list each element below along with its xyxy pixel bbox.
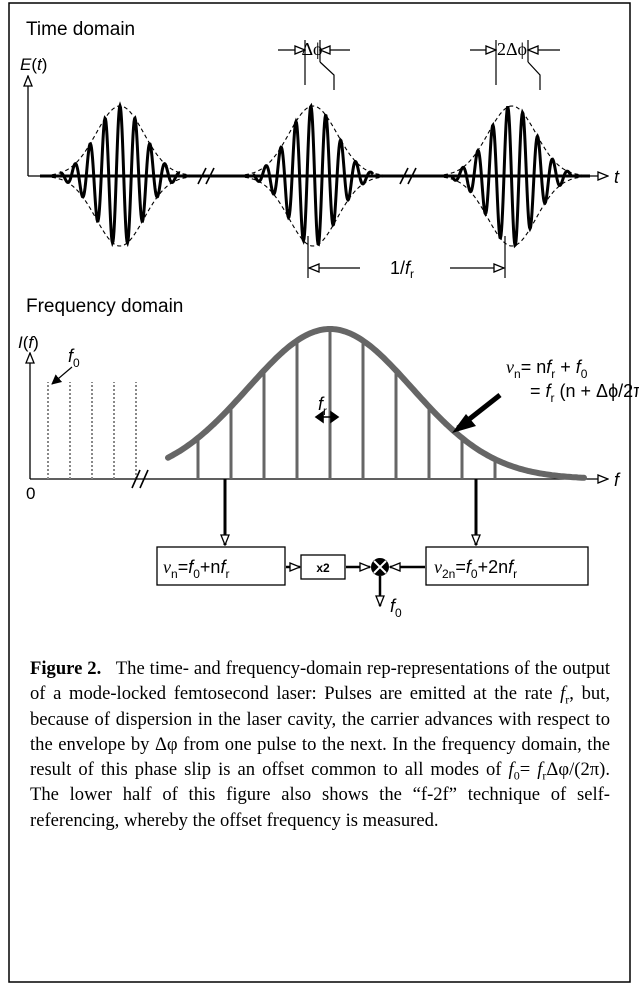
period-label: 1/fr (390, 258, 414, 281)
carrier (450, 106, 574, 249)
phase-1: Δϕ (301, 39, 322, 59)
output-label: f0 (390, 596, 402, 620)
envelope (237, 175, 389, 247)
caption: Figure 2. The time- and frequency-domain… (30, 656, 610, 833)
caption-label: Figure 2. (30, 658, 102, 679)
caption-text: Δφ/(2π). The lower half of this figure a… (30, 759, 610, 831)
caption-text: = (519, 759, 538, 781)
box-1-label: νn=f0+nfr (163, 557, 229, 581)
time-x-label: t (614, 167, 620, 187)
caption-text: f (560, 683, 566, 705)
caption-text: 0 (513, 768, 520, 783)
time-y-label: E(t) (20, 55, 47, 74)
caption-text: The time- and frequency-domain rep-repre… (30, 658, 610, 705)
box-2-label: ν2n=f0+2nfr (434, 557, 517, 581)
spacing-arrow (314, 410, 340, 424)
comb-lines (47, 326, 587, 481)
caption-text: r (542, 768, 547, 783)
carrier (59, 101, 181, 248)
envelope (44, 175, 196, 247)
carrier (251, 102, 375, 247)
spacing-label: fr (318, 394, 327, 418)
pulses (40, 101, 590, 249)
doubler-label: x2 (316, 561, 330, 575)
phase-2: 2Δϕ (497, 39, 527, 59)
freq-y-label: I(f) (18, 333, 39, 352)
axis-breaks (197, 167, 417, 185)
spectral-envelope (165, 326, 587, 481)
freq-x-label: f (614, 470, 621, 490)
curve-pointer-head (452, 414, 476, 433)
envelope (436, 105, 588, 177)
phase-markers (278, 40, 560, 278)
freq-title: Frequency domain (26, 296, 183, 317)
axis-break (131, 469, 149, 489)
caption-text: f (508, 759, 514, 781)
mode-eq-2: = fr (n + Δϕ/2π) (530, 381, 639, 405)
caption-text: , but, because of dispersion in the lase… (30, 683, 610, 781)
caption-text: r (565, 693, 570, 708)
offset-arrow (51, 366, 73, 385)
frame (8, 2, 631, 983)
origin-label: 0 (26, 484, 35, 503)
caption-text: f (537, 759, 543, 781)
envelope (237, 105, 389, 177)
f2f-diagram (156, 479, 589, 606)
offset-label: f0 (68, 346, 80, 370)
mode-eq-1: νn= nfr + f0 (506, 357, 588, 381)
time-title: Time domain (26, 19, 135, 40)
